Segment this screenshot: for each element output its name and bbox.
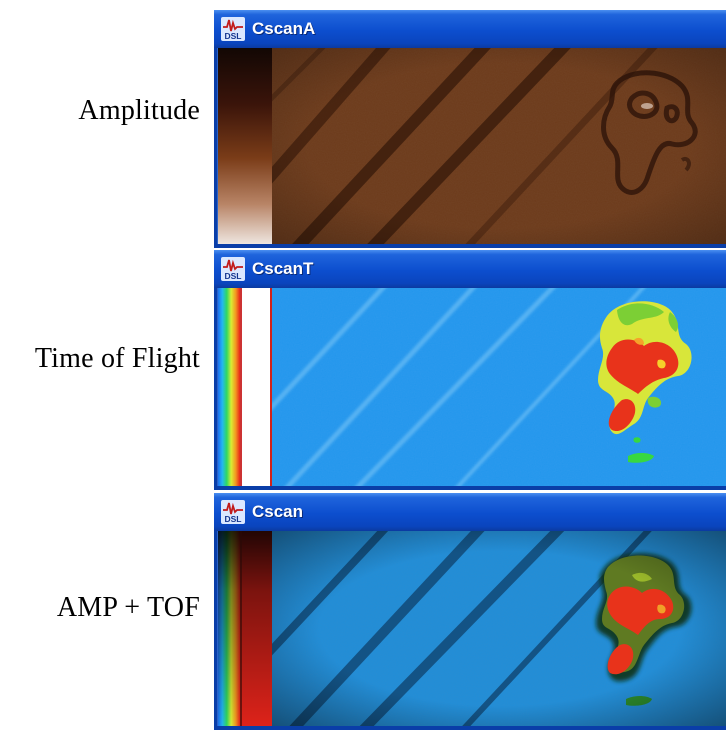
dsl-app-icon: DSL [221,17,245,41]
window-title: CscanT [252,259,314,278]
row-label-amp-tof: AMP + TOF [56,592,200,623]
dsl-app-icon: DSL [221,500,245,524]
amp-tof-scan-image[interactable] [272,531,726,726]
svg-text:DSL: DSL [225,271,242,281]
window-titlebar[interactable]: DSL CscanA [214,10,726,48]
row-label-amplitude: Amplitude [78,95,200,126]
cscan-a-window[interactable]: DSL CscanA [214,10,726,248]
dsl-app-icon: DSL [221,257,245,281]
window-client-area [217,288,726,486]
cscan-t-window[interactable]: DSL CscanT [214,250,726,490]
svg-text:DSL: DSL [225,31,242,41]
window-title: Cscan [252,502,304,521]
tof-colorbar [218,288,272,486]
window-titlebar[interactable]: DSL Cscan [214,493,726,531]
amp-tof-colorbar [218,531,272,726]
window-title: CscanA [252,19,316,38]
window-client-area [217,48,726,244]
window-titlebar[interactable]: DSL CscanT [214,250,726,288]
amplitude-colorbar [218,48,272,244]
svg-text:DSL: DSL [225,514,242,524]
time-of-flight-scan-image[interactable] [272,288,726,486]
amplitude-scan-image[interactable] [272,48,726,244]
cscan-window[interactable]: DSL Cscan [214,493,726,730]
window-client-area [217,531,726,726]
row-label-time-of-flight: Time of Flight [34,343,200,374]
